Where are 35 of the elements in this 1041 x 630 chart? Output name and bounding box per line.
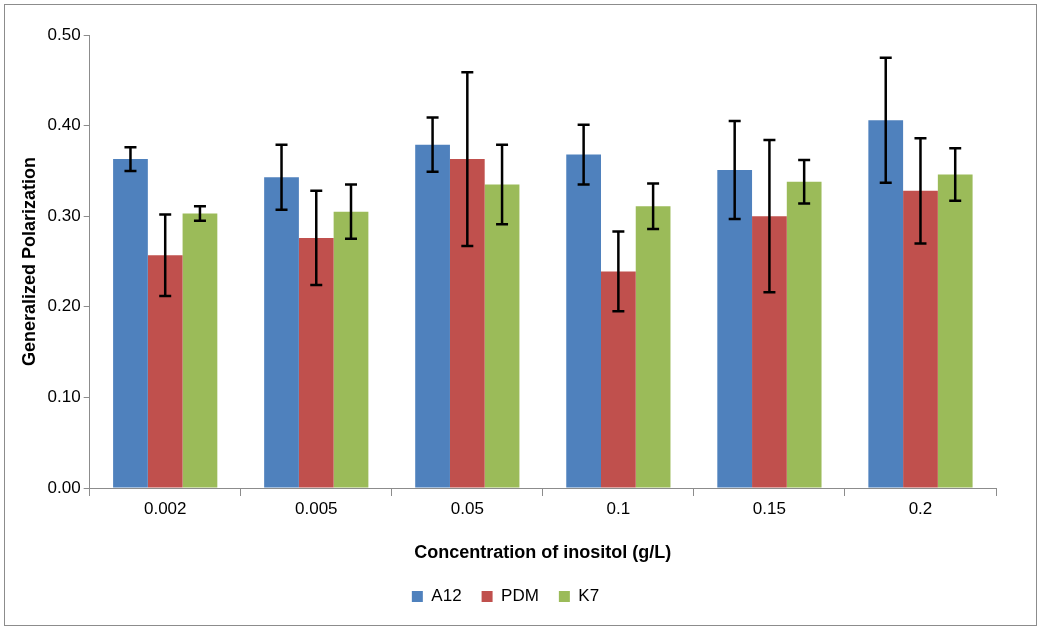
- bar: [333, 211, 369, 488]
- y-tick-label: 0.50: [47, 24, 81, 44]
- x-tick-label: 0.2: [908, 498, 933, 518]
- bar: [182, 213, 218, 488]
- x-axis-title: Concentration of inositol (g/L): [414, 542, 672, 563]
- bar: [449, 159, 485, 488]
- x-tick-label: 0.002: [143, 498, 187, 518]
- bar: [752, 216, 787, 488]
- y-tick-label: 0.40: [47, 115, 81, 135]
- bar: [566, 154, 601, 488]
- bar: [635, 206, 671, 488]
- bar: [903, 190, 938, 488]
- x-tick-label: 0.1: [606, 498, 631, 518]
- bar: [484, 184, 520, 488]
- bar: [717, 169, 753, 488]
- bar: [786, 181, 822, 488]
- bar: [264, 177, 299, 488]
- y-tick-label: 0.30: [47, 205, 81, 225]
- legend-label: PDM: [501, 586, 539, 606]
- y-tick-label: 0.20: [47, 296, 81, 316]
- y-tick-label: 0.10: [47, 387, 81, 407]
- bar: [298, 237, 334, 488]
- bar: [868, 120, 904, 488]
- bar: [113, 159, 148, 488]
- legend-label: K7: [578, 586, 600, 606]
- bar: [147, 255, 183, 488]
- x-tick-label: 0.15: [752, 498, 786, 518]
- y-axis-title: Generalized Polarization: [18, 156, 39, 367]
- bar: [937, 174, 973, 488]
- legend-label: A12: [431, 586, 462, 606]
- bar: [415, 144, 450, 488]
- x-tick-label: 0.005: [294, 498, 338, 518]
- x-tick-label: 0.05: [450, 498, 484, 518]
- y-tick-label: 0.00: [47, 477, 81, 497]
- bar: [601, 271, 636, 488]
